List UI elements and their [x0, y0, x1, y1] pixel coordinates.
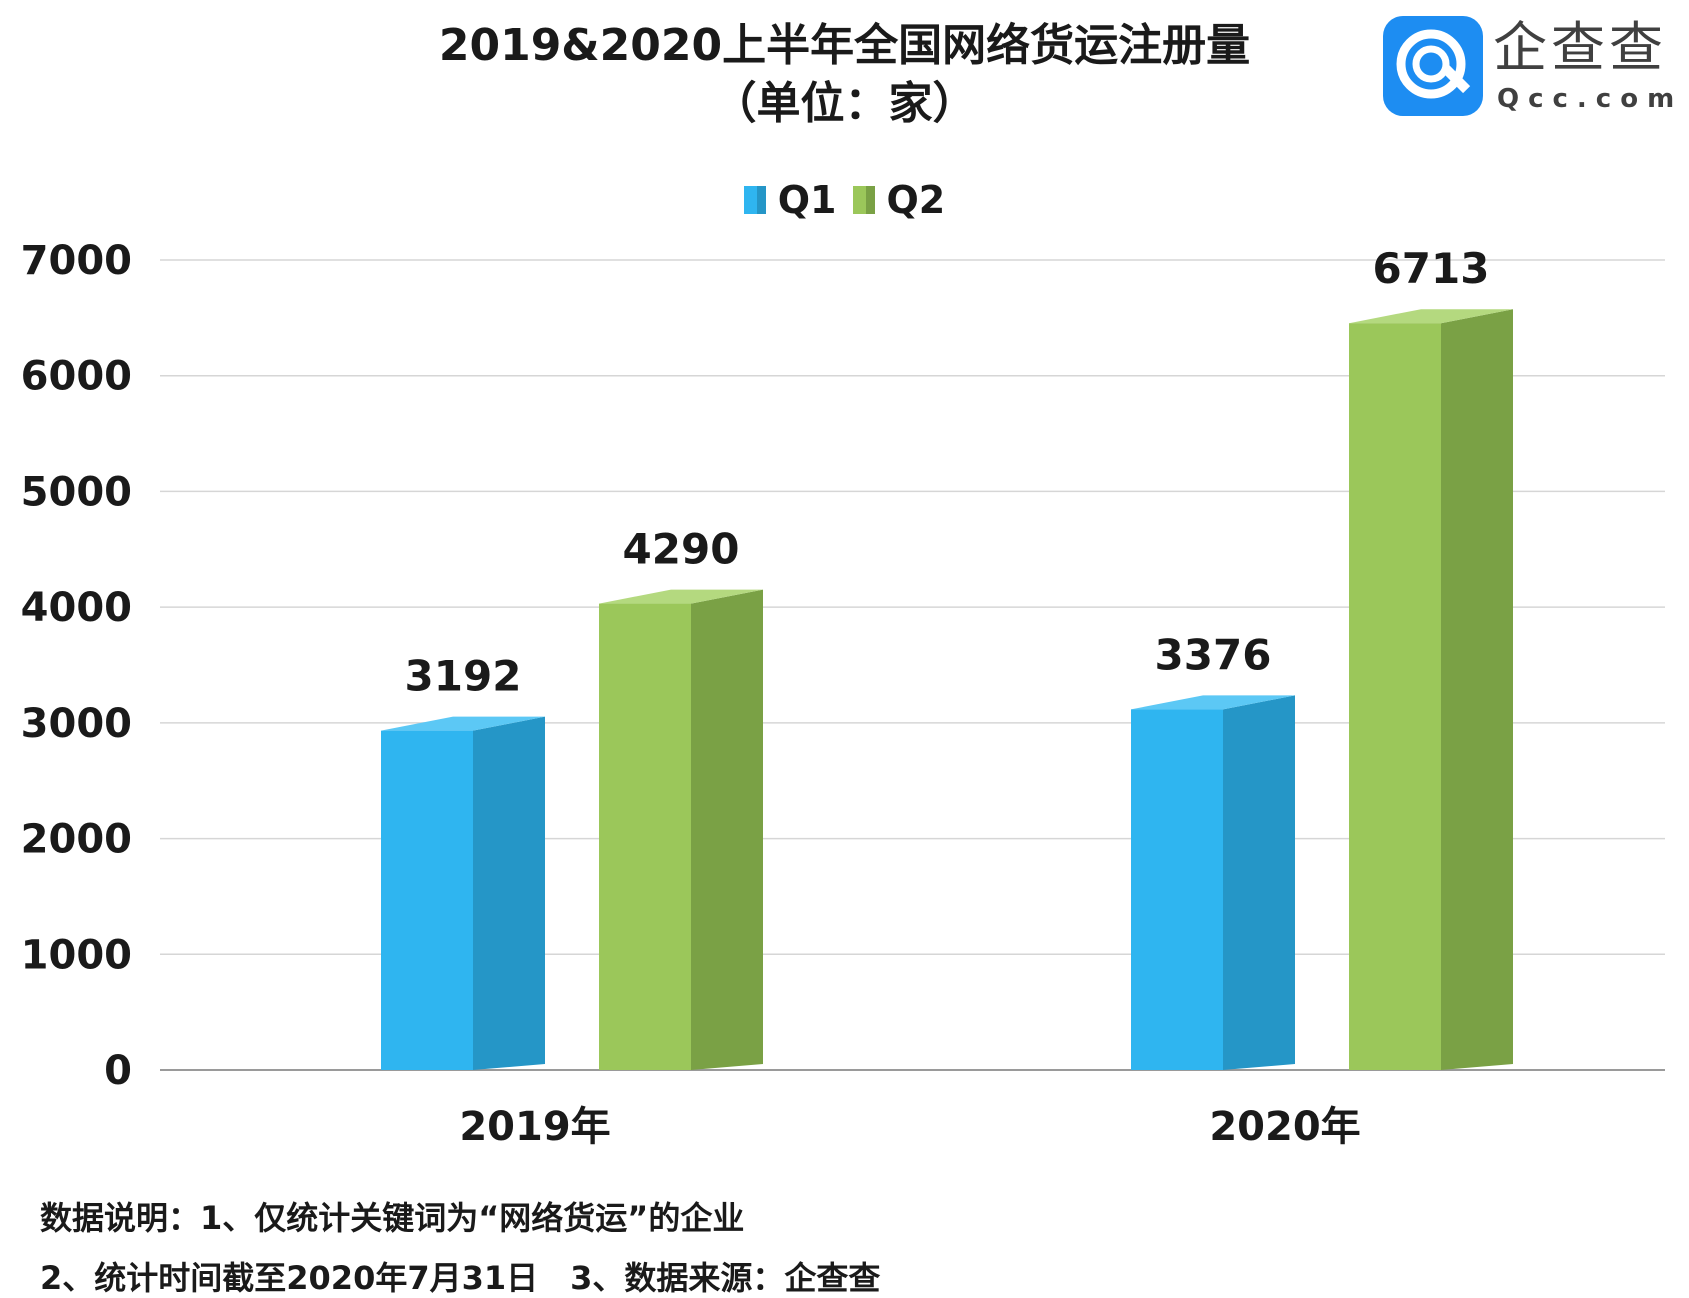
qcc-logo: 企查查 Qcc.com [1383, 16, 1683, 116]
chart-subtitle: （单位：家） [712, 78, 977, 129]
bar-q1-1 [1131, 709, 1223, 1070]
footnote-line-2: 2、统计时间截至2020年7月31日 3、数据来源：企查查 [40, 1259, 881, 1297]
x-tick-label: 2019年 [459, 1104, 610, 1150]
legend-swatch-q1 [743, 186, 766, 214]
y-tick-label: 4000 [21, 585, 132, 631]
bar-q2-1 [1349, 323, 1441, 1071]
bar-top [381, 716, 545, 731]
y-tick-label: 1000 [21, 932, 132, 978]
legend-label-q2: Q2 [886, 178, 946, 222]
data-label: 4290 [623, 525, 740, 574]
chart-title: 2019&2020上半年全国网络货运注册量 [438, 20, 1251, 71]
bar-top [1131, 695, 1295, 710]
legend-swatch-q2 [852, 186, 875, 214]
bar-q2-0 [599, 603, 691, 1070]
y-tick-label: 7000 [21, 238, 132, 284]
y-tick-label: 2000 [21, 817, 132, 863]
bar-side [691, 589, 763, 1070]
bar-side [473, 716, 545, 1070]
chart-legend: Q1 Q2 [0, 178, 1689, 222]
bar-chart: 0 1000 2000 3000 4000 5000 6000 7000 3192 4290 201… [21, 238, 1665, 1150]
qcc-logo-icon [1383, 16, 1483, 116]
bar-side [1441, 309, 1513, 1071]
bar-side [1223, 695, 1295, 1070]
bar-q1-0 [381, 730, 473, 1070]
logo-brand-en: Qcc.com [1497, 84, 1684, 114]
data-label: 3192 [405, 652, 522, 701]
x-tick-label: 2020年 [1209, 1104, 1360, 1150]
y-tick-label: 3000 [21, 701, 132, 747]
footnote-line-1: 数据说明：1、仅统计关键词为“网络货运”的企业 [40, 1199, 745, 1237]
y-tick-label: 0 [104, 1048, 132, 1094]
y-tick-label: 5000 [21, 469, 132, 515]
legend-item-q1: Q1 [743, 178, 837, 222]
y-tick-label: 6000 [21, 354, 132, 400]
legend-item-q2: Q2 [852, 178, 946, 222]
bar-top [1349, 309, 1513, 324]
bar-top [599, 589, 763, 604]
legend-label-q1: Q1 [777, 178, 837, 222]
data-label: 3376 [1155, 630, 1272, 679]
logo-brand-cn: 企查查 [1493, 16, 1667, 79]
data-label: 6713 [1373, 244, 1490, 293]
